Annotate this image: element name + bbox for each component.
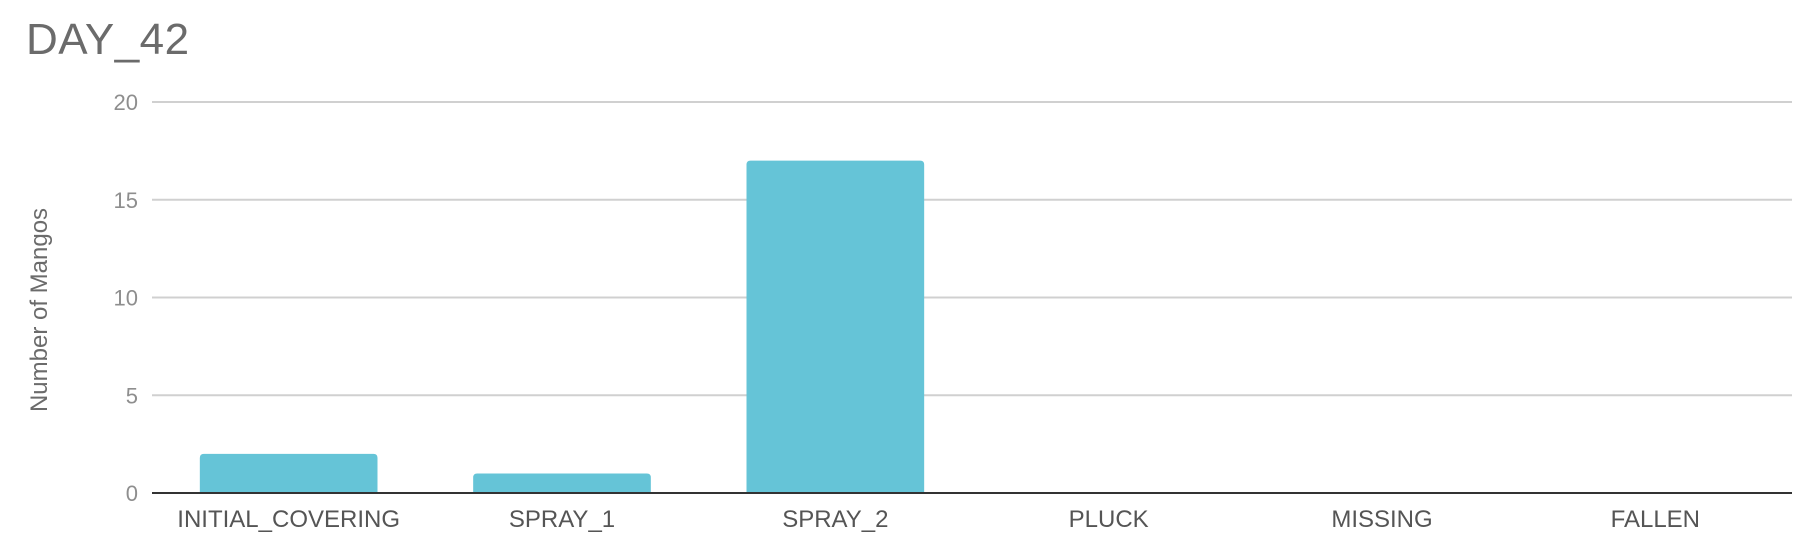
- y-tick-label: 20: [114, 90, 138, 115]
- y-tick-label: 5: [126, 383, 138, 408]
- x-tick-label: FALLEN: [1611, 506, 1700, 533]
- bar-spray-2: [746, 160, 925, 493]
- y-tick-label: 15: [114, 188, 138, 213]
- x-tick-label: PLUCK: [1069, 506, 1149, 533]
- x-tick-label: INITIAL_COVERING: [177, 506, 400, 533]
- bar-spray-1: [473, 473, 651, 493]
- bar-initial-covering: [199, 453, 378, 493]
- y-tick-label: 0: [126, 481, 138, 506]
- x-tick-label: MISSING: [1331, 506, 1432, 533]
- y-tick-label: 10: [114, 286, 138, 311]
- x-tick-label: SPRAY_2: [782, 506, 888, 533]
- chart-title: DAY_42: [26, 15, 190, 64]
- x-tick-label: SPRAY_1: [509, 506, 615, 533]
